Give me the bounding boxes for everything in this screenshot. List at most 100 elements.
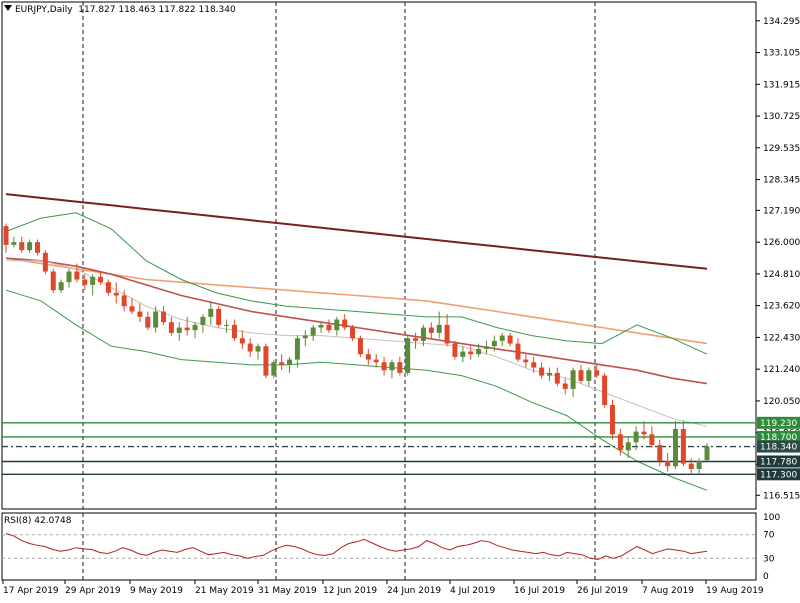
price-axis: 134.295 133.105 131.915 130.725 129.535 128.3… [756,17,800,501]
overlay-band-lower [5,289,708,491]
price-tick-label: 116.515 [763,491,800,501]
time-tick-label: 24 Jun 2019 [387,586,441,596]
candle-bull [483,346,489,349]
candle-bull [586,370,592,381]
rsi-line [5,533,708,561]
time-axis: 17 Apr 2019 29 Apr 2019 9 May 2019 21 May 2… [2,580,764,596]
price-tick-label: 129.535 [763,144,800,154]
candle-bear [145,316,151,328]
time-tick-label: 26 Jul 2019 [577,586,628,596]
candle-bear [468,351,474,355]
candle-bull [255,346,261,352]
candle-bear [161,311,167,323]
price-tick-label: 130.725 [763,112,800,122]
candle-bull [672,428,678,467]
candle-bear [531,362,537,368]
level-tag-label: 119.230 [760,419,797,429]
candle-bull [27,242,33,251]
dropdown-triangle-icon[interactable] [4,5,12,11]
time-tick-label: 19 Aug 2019 [706,586,764,596]
candle-bear [184,327,190,331]
candle-bull [570,370,576,389]
candle-bear [554,372,560,384]
candle-bear [168,322,174,333]
price-tick-label: 120.050 [763,397,800,407]
price-tick-label: 128.345 [763,176,800,186]
candle-bear [19,242,25,251]
candle-bear [3,226,9,245]
time-tick-label: 29 Apr 2019 [65,586,121,596]
candle-bull [192,324,198,331]
price-panel [1,1,757,510]
level-tag [757,416,800,429]
candle-bear [216,308,222,325]
level-tag-label: 118.340 [760,443,797,453]
candle-bull [11,242,17,245]
ohlc-values: 117.827 118.463 117.822 118.340 [78,5,236,15]
candle-bear [74,271,80,280]
rsi-tick-label: 100 [763,513,780,523]
candle-bear [365,354,371,360]
candle-bull [208,308,214,317]
level-tag-label: 117.300 [760,470,797,480]
candle-bear [239,338,245,344]
candle-bear [247,343,253,352]
rsi-label: RSI(8) 42.0748 [4,516,72,526]
rsi-header: RSI(8) 42.0748 [4,516,71,526]
candle-bear [594,370,600,376]
price-tick-label: 133.105 [763,49,800,59]
candle-bear [617,434,623,451]
candle-bear [539,367,545,376]
candle-bear [602,375,608,405]
candle-bull [200,316,206,325]
level-tag [757,430,800,443]
candle-bear [35,242,41,253]
candle-bull [436,324,442,333]
candle-bull [58,282,64,291]
rsi-panel: 100 70 30 0 [1,512,780,582]
candle-bull [460,351,466,357]
overlay-band-upper [5,212,708,355]
candle-bear [42,252,48,272]
candle-bull [389,362,395,371]
candle-bull [294,338,300,360]
candle-bear [129,306,135,312]
level-tag [757,468,800,481]
candle-bear [515,343,521,360]
time-tick-label: 16 Jul 2019 [514,586,565,596]
time-tick-label: 7 Aug 2019 [642,586,694,596]
time-tick-label: 9 May 2019 [130,586,183,596]
time-tick-label: 21 May 2019 [195,586,254,596]
rsi-tick-label: 0 [763,572,769,582]
candle-bear [263,346,269,376]
candle-bull [696,460,702,469]
candle-bull [499,335,505,341]
candle-bull [176,327,182,333]
price-tick-label: 124.810 [763,270,800,280]
candle-bull [546,372,552,376]
rsi-tick-label: 30 [763,554,775,564]
candle-bear [50,271,56,291]
level-tag-label: 117.780 [760,458,797,468]
candle-bear [444,324,450,344]
level-tag [757,440,800,453]
candle-bull [271,362,277,376]
candle-bear [105,282,111,293]
candle-bull [224,324,230,326]
rsi-tick-label: 70 [763,531,775,541]
candle-bear [373,359,379,363]
candle-bear [649,434,655,445]
overlay-ma-mid [5,257,708,345]
level-tag [757,455,800,468]
candle-bull [633,431,639,443]
candle-bull [476,348,482,355]
overlay-band-mid [6,260,708,427]
candle-bear [82,279,88,285]
candle-bull [287,359,293,365]
candle-bear [507,335,513,344]
price-tick-label: 122.430 [763,333,800,343]
candle-bull [420,327,426,341]
candle-bear [342,319,348,328]
time-tick-label: 17 Apr 2019 [3,586,59,596]
